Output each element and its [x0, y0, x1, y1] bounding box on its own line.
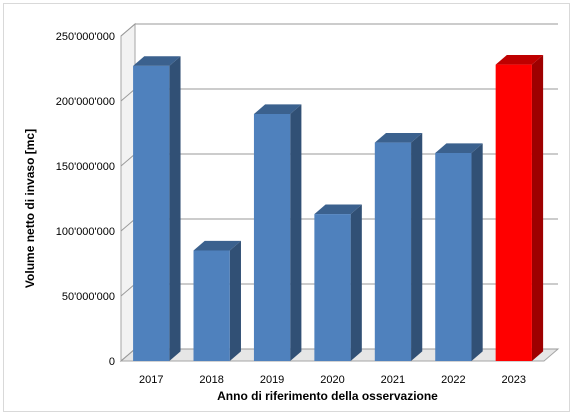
gridline-side	[120, 23, 136, 37]
bar-front	[374, 142, 412, 361]
y-tick-label: 200'000'000	[56, 96, 115, 108]
chart-frame: 0 50'000'000 100'000'000 150'000'000 200'000…	[3, 3, 570, 412]
gridline-side	[120, 153, 136, 167]
bar-side	[471, 143, 483, 361]
bar-2022	[435, 143, 483, 361]
bar-chart: 0 50'000'000 100'000'000 150'000'000 200'000…	[23, 22, 560, 403]
x-tick-label: 2020	[320, 374, 344, 386]
bar-front	[253, 114, 291, 361]
y-axis-title: Volume netto di invaso [mc]	[23, 129, 37, 288]
y-tick-labels: 0 50'000'000 100'000'000 150'000'000 200'000…	[56, 31, 115, 368]
bar-top	[314, 204, 362, 215]
bar-front	[133, 65, 170, 362]
x-tick-labels: 2017 2018 2019 2020 2021 2022 2023	[139, 374, 526, 386]
bar-top	[133, 56, 181, 66]
bar-side	[290, 104, 302, 362]
x-tick-label: 2019	[260, 374, 284, 386]
gridline-side	[120, 283, 136, 297]
bar-front	[193, 250, 230, 361]
x-tick-label: 2018	[199, 374, 223, 386]
gridline-side	[120, 88, 136, 102]
gridline-side	[120, 218, 136, 232]
bar-2020	[314, 204, 362, 361]
y-tick-label: 50'000'000	[62, 291, 115, 303]
bar-side	[411, 133, 423, 361]
bar-side	[531, 55, 544, 361]
bar-top	[495, 55, 544, 65]
bar-side	[169, 56, 181, 362]
x-axis-title: Anno di riferimento della osservazione	[217, 389, 438, 403]
y-tick-label: 100'000'000	[56, 226, 115, 238]
bar-top	[193, 240, 241, 251]
bars	[133, 55, 544, 362]
y-tick-label: 0	[109, 356, 115, 368]
y-tick-label: 150'000'000	[56, 161, 115, 173]
bar-side	[229, 240, 241, 361]
bar-front	[495, 64, 532, 361]
bar-2018	[193, 240, 241, 361]
bar-front	[435, 153, 472, 361]
bar-2019	[253, 104, 302, 362]
bar-2023	[495, 55, 544, 361]
bar-top	[374, 133, 423, 143]
x-tick-label: 2017	[139, 374, 163, 386]
x-tick-label: 2022	[441, 374, 465, 386]
bar-2021	[374, 133, 423, 361]
x-tick-label: 2023	[502, 374, 526, 386]
bar-front	[314, 214, 351, 361]
bar-top	[253, 104, 302, 114]
bar-top	[435, 143, 483, 153]
bar-2017	[133, 56, 181, 362]
gridline-side	[120, 348, 136, 362]
bar-side	[350, 204, 362, 361]
side-wall	[120, 22, 136, 363]
x-tick-label: 2021	[381, 374, 405, 386]
y-tick-label: 250'000'000	[56, 31, 115, 43]
